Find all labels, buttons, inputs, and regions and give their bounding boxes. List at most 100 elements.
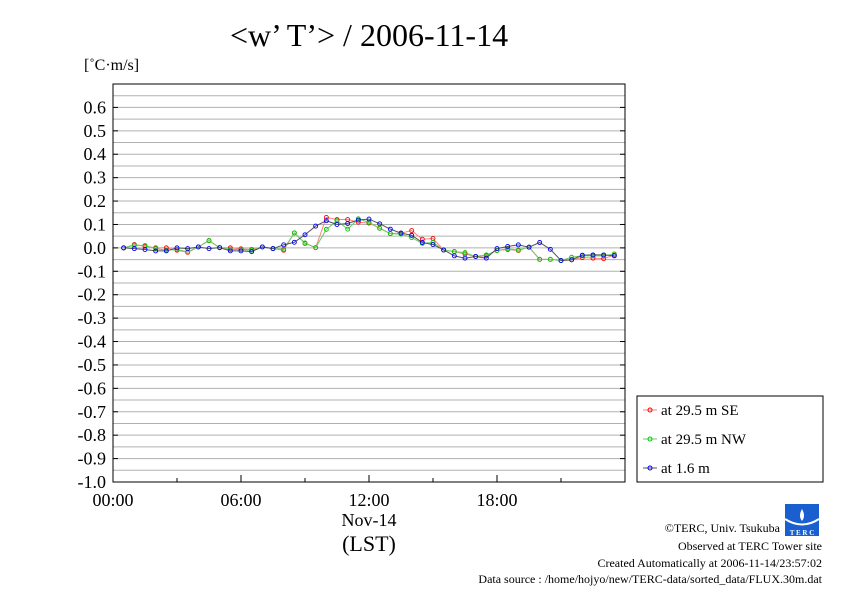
data-point [611,253,617,259]
data-point [398,230,404,236]
data-point [195,244,201,250]
data-point [441,247,447,253]
legend-label: at 29.5 m NW [661,432,747,448]
legend-label: at 29.5 m SE [661,403,739,419]
data-point [569,254,575,260]
data-point [366,219,372,225]
data-point [462,255,468,261]
observed-text: Observed at TERC Tower site [678,539,822,553]
copyright: ©TERC, Univ. Tsukuba [665,521,781,535]
data-point [302,240,308,246]
legend-label: at 1.6 m [661,461,710,477]
data-point [131,242,137,248]
data-point [131,246,137,252]
legend-marker [647,407,653,413]
y-tick-label: 0.5 [84,121,107,141]
data-point [377,221,383,227]
data-point [313,245,319,251]
data-point [547,256,553,262]
data-point [526,244,532,250]
date-label: Nov-14 [342,510,397,530]
y-tick-label: 0.6 [84,97,107,117]
data-point [611,251,617,257]
data-point [601,252,607,258]
y-tick-label: -0.9 [78,449,107,469]
data-point [387,226,393,232]
y-tick-label: -0.4 [78,332,107,352]
data-point [249,249,255,255]
y-axis-label: [˚C·m/s] [84,57,139,74]
series-1 [121,216,617,263]
data-point [142,247,148,252]
y-tick-label: 0.0 [84,238,107,258]
data-point [334,222,340,227]
data-point [409,232,415,238]
data-point [185,249,191,255]
source-text: Data source : /home/hojyo/new/TERC-data/… [478,572,822,586]
series-line [123,216,615,262]
data-point [537,240,543,245]
data-point [291,239,297,245]
legend: at 29.5 m SE at 29.5 m NW at 1.6 m [636,395,824,483]
data-point [419,240,425,245]
x-ticks: 00:00 06:00 12:00 18:00 [92,475,626,510]
legend-marker [647,436,653,442]
data-point [323,218,329,224]
data-point [430,242,436,248]
data-point [558,258,564,263]
data-point [185,246,191,252]
y-tick-label: -0.6 [78,378,107,398]
data-point [217,245,223,251]
data-point [451,253,457,259]
data-point [483,255,489,261]
data-point [537,256,543,262]
data-point [121,245,127,251]
x-tick-label: 18:00 [476,490,517,510]
data-point [547,246,553,252]
data-point [291,230,297,236]
y-tick-label: 0.4 [84,144,107,164]
data-point [323,214,329,220]
x-tick-label: 00:00 [92,490,133,510]
data-point [163,248,169,254]
data-point [515,242,521,248]
data-point [355,217,361,223]
y-ticks: 0.6 0.5 0.4 0.3 0.2 0.1 0.0 -0.1 -0.2 -0.3 -0.4 -0.… [78,97,625,492]
series-group [121,214,617,263]
y-tick-label: 0.2 [84,191,107,211]
x-tick-label: 06:00 [220,490,261,510]
data-point [270,246,276,252]
data-point [206,238,212,244]
data-point [590,252,596,258]
grid [113,95,625,471]
legend-item: at 1.6 m [643,461,710,477]
legend-item: at 29.5 m SE [643,403,739,419]
data-point [494,246,500,252]
data-point [227,248,233,254]
data-point [238,248,244,254]
series-line [123,218,615,262]
legend-item: at 29.5 m NW [643,432,747,448]
y-tick-label: -1.0 [78,472,107,492]
created-text: Created Automatically at 2006-11-14/23:5… [597,556,822,570]
y-tick-label: -0.5 [78,355,107,375]
data-point [313,223,319,229]
data-point [345,221,351,226]
data-point [153,248,159,254]
legend-marker [647,465,653,471]
data-point [281,242,287,248]
svg-text:T E R C: T E R C [790,529,815,537]
data-point [206,246,212,252]
y-tick-label: -0.7 [78,402,107,422]
legend-box [636,395,824,483]
data-point [483,252,489,258]
y-tick-label: 0.3 [84,168,107,188]
terc-logo: T E R C [784,504,820,537]
data-point [174,245,180,251]
data-point [345,226,351,232]
data-point [579,252,585,258]
y-tick-label: -0.3 [78,308,107,328]
data-point [473,254,479,259]
y-tick-label: 0.1 [84,214,107,234]
